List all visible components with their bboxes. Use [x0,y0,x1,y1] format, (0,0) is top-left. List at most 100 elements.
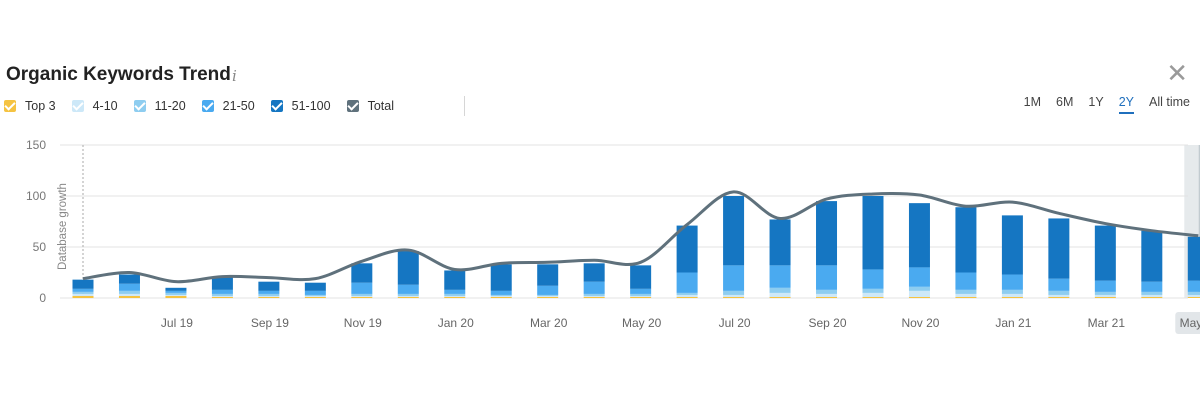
bar-segment-51-100 [583,263,605,282]
annotation-label: Database growth [57,183,69,270]
bar-segment-51-100 [304,282,326,291]
range-1y[interactable]: 1Y [1088,95,1104,109]
organic-keywords-chart: 0 50 100 150 Database growth Jul 19 Sep 19 Nov … [26,138,1200,334]
info-icon[interactable]: i [232,67,237,85]
bar-segment-4-10 [351,295,373,297]
close-icon[interactable]: ✕ [1166,58,1188,88]
bar-segment-4-10 [676,294,698,297]
bar-segment-top-3 [118,295,140,298]
bar-segment-51-100 [118,274,140,284]
bar-segment-4-10 [165,294,187,296]
bar-segment-21-50 [490,290,512,295]
chart-title: Organic Keywords Trend [6,64,231,85]
bar-segment-4-10 [72,293,94,296]
legend-item-4-10[interactable]: 4-10 [71,99,118,113]
bar-segment-top-3 [397,296,419,298]
x-tick-label: Mar 21 [1088,316,1126,330]
bar-segment-4-10 [862,292,884,297]
time-range-selector: 1M 6M 1Y 2Y All time [1009,95,1190,114]
bar-segment-21-50 [862,269,884,289]
bar-segment-11-20 [723,290,745,295]
bar-segment-top-3 [165,295,187,298]
legend-item-21-50[interactable]: 21-50 [201,99,255,113]
bar-segment-11-20 [908,286,930,291]
bar-segment-11-20 [165,292,187,295]
bar-segment-top-3 [1001,296,1023,298]
bar-segment-4-10 [723,294,745,297]
legend-item-11-20[interactable]: 11-20 [133,99,186,113]
legend-label: Total [367,99,394,113]
bar-segment-21-50 [351,282,373,294]
bar-segment-51-100 [816,201,838,266]
legend: Top 3 4-10 11-20 21-50 51-100 Total [4,96,465,116]
bar-segment-51-100 [1001,215,1023,275]
range-all-time[interactable]: All time [1149,95,1190,109]
bar-segment-21-50 [258,290,280,294]
checkbox-icon[interactable] [4,100,16,112]
checkbox-icon[interactable] [270,100,283,112]
bar-segment-51-100 [955,207,977,273]
legend-label: 51-100 [291,99,331,113]
bar-segment-top-3 [304,296,326,298]
bar-segment-21-50 [537,285,559,295]
legend-label: 4-10 [92,99,118,113]
bar-segment-11-20 [1187,291,1200,295]
x-tick-label: May 21 [1180,316,1200,330]
x-tick-label: Jul 19 [161,316,193,330]
bar-segment-top-3 [630,296,652,298]
range-2y[interactable]: 2Y [1118,95,1135,114]
checkbox-icon[interactable] [71,100,84,112]
bar-segment-4-10 [490,295,512,297]
bar-segment-21-50 [1094,280,1116,292]
bar-segment-21-50 [583,281,605,294]
bar-segment-11-20 [537,294,559,296]
bar-segment-21-50 [444,289,466,294]
bar-segment-51-100 [165,287,187,291]
bar-segment-51-100 [630,265,652,289]
bar-segment-11-20 [955,289,977,294]
bar-segment-11-20 [304,294,326,296]
bar-segment-11-20 [1094,291,1116,295]
bar-segment-top-3 [351,296,373,298]
x-tick-highlight [1175,312,1200,334]
bar-segment-11-20 [862,288,884,293]
legend-label: 11-20 [154,99,186,113]
bar-segment-21-50 [955,272,977,290]
bar-segment-51-100 [258,281,280,291]
bar-segment-4-10 [304,295,326,297]
bar-segment-4-10 [955,293,977,297]
legend-item-51-100[interactable]: 51-100 [270,99,331,113]
bar-segment-4-10 [1094,294,1116,297]
bar-segment-21-50 [908,267,930,287]
legend-item-total[interactable]: Total [346,99,394,113]
bar-segment-top-3 [211,296,233,298]
y-tick-label: 100 [26,189,46,203]
bar-segment-4-10 [537,295,559,297]
bar-segment-51-100 [676,225,698,273]
bar-segment-51-100 [769,219,791,266]
bar-segment-top-3 [444,296,466,298]
bar-segment-11-20 [676,292,698,295]
checkbox-icon[interactable] [133,100,146,112]
total-line [82,190,1199,284]
x-tick-label: Jan 20 [438,316,474,330]
bar-segment-4-10 [908,290,930,297]
bar-segment-4-10 [258,295,280,297]
bar-segment-top-3 [72,295,94,298]
bar-segment-51-100 [862,196,884,270]
bar-segment-4-10 [397,295,419,297]
bar-segment-4-10 [1048,294,1070,297]
range-1m[interactable]: 1M [1023,95,1042,109]
checkbox-icon[interactable] [346,100,359,112]
bar-segment-11-20 [258,293,280,296]
legend-item-top3[interactable]: Top 3 [4,99,56,113]
range-6m[interactable]: 6M [1056,95,1074,109]
bar-segment-11-20 [397,293,419,296]
legend-label: 21-50 [222,99,255,113]
bar-segment-51-100 [72,279,94,289]
checkbox-icon[interactable] [201,100,214,112]
bar-segment-21-50 [1141,281,1163,292]
bar-segment-51-100 [1048,218,1070,279]
bar-segment-4-10 [583,295,605,297]
bar-segment-51-100 [1187,236,1200,281]
